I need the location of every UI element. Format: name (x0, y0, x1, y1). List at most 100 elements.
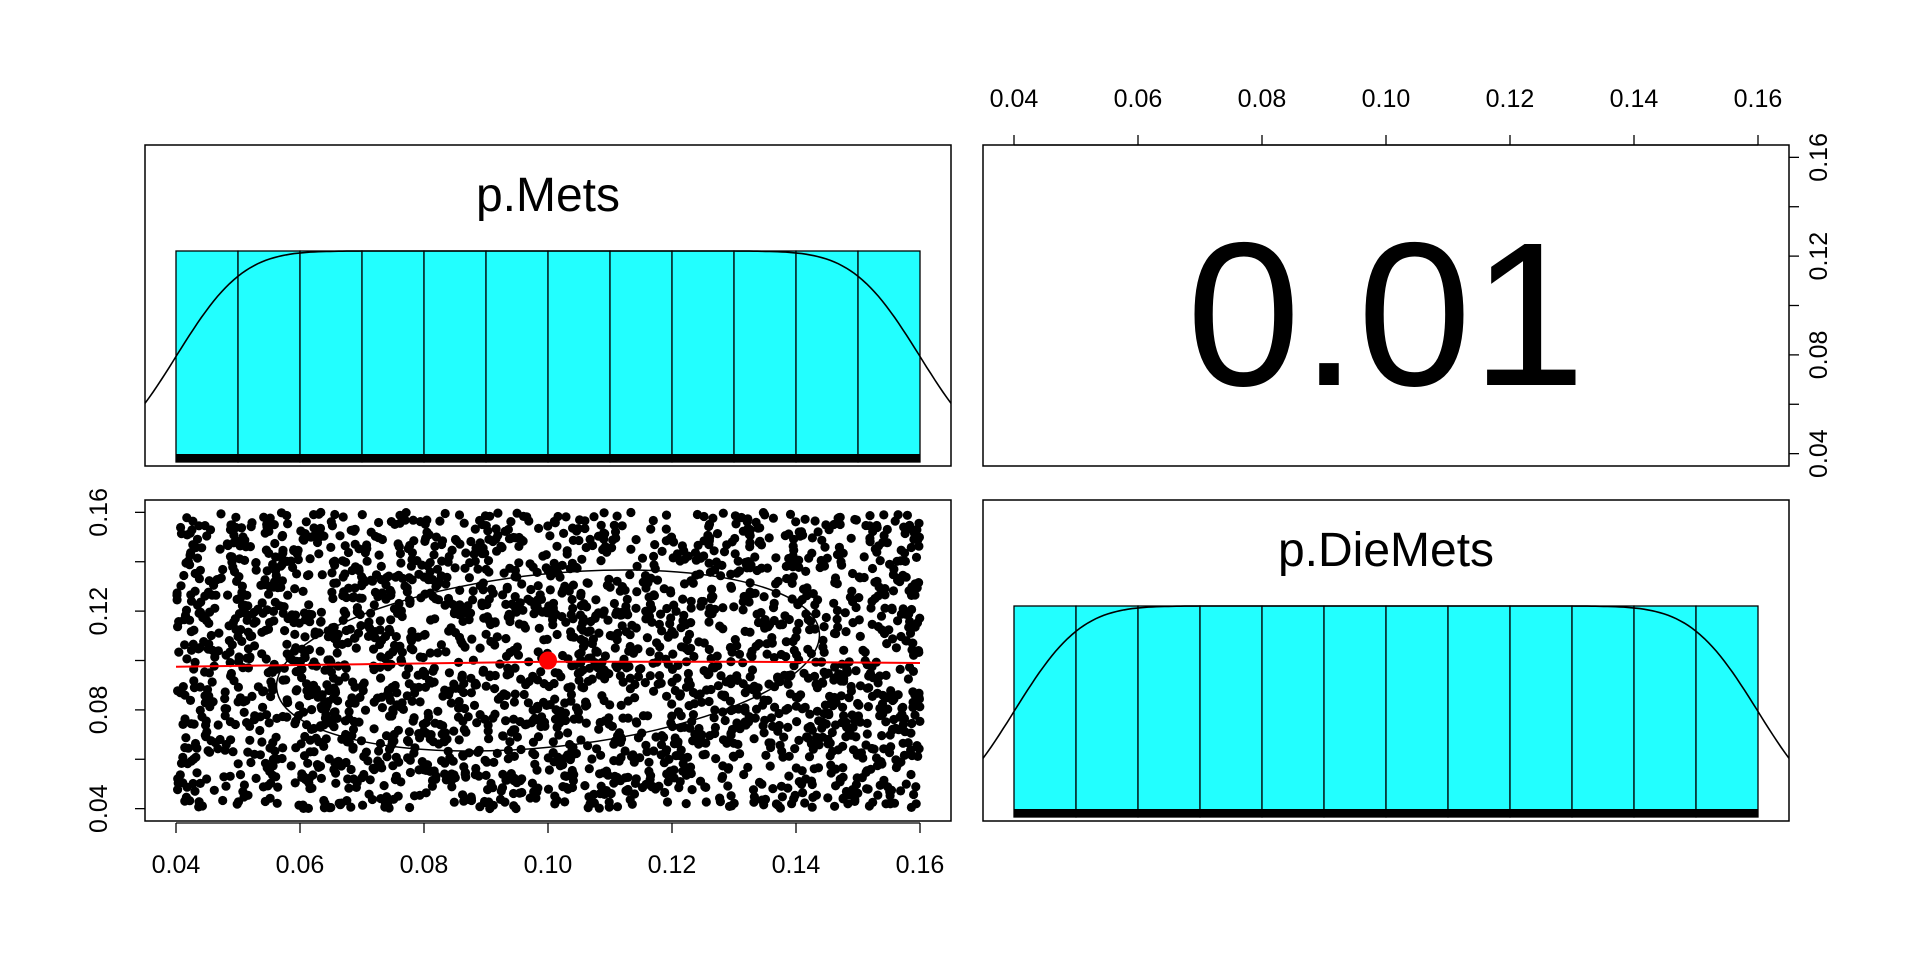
scatter-point (620, 746, 630, 756)
scatter-point (829, 519, 839, 530)
scatter-point (697, 596, 707, 607)
scatter-point (338, 591, 348, 601)
scatter-point (536, 667, 546, 677)
scatter-point (673, 737, 683, 747)
scatter-point (467, 634, 477, 644)
scatter-point (719, 547, 730, 557)
scatter-point (538, 697, 549, 708)
scatter-point (820, 700, 831, 710)
scatter-point (312, 537, 323, 548)
scatter-point (896, 757, 906, 767)
scatter-point (630, 679, 640, 690)
scatter-point (405, 802, 415, 813)
scatter-point (791, 763, 801, 773)
histogram-bar (733, 250, 797, 463)
scatter-point (632, 587, 642, 597)
scatter-point (887, 605, 897, 615)
scatter-point (213, 720, 223, 730)
scatter-point (304, 645, 314, 655)
scatter-point (340, 541, 350, 551)
scatter-point (875, 671, 885, 681)
scatter-point (834, 542, 845, 552)
scatter-point (331, 578, 341, 588)
scatter-point (220, 704, 230, 714)
scatter-point (718, 603, 728, 613)
scatter-point (309, 747, 319, 757)
scatter-point (609, 598, 620, 609)
scatter-point (630, 693, 640, 703)
scatter-point (324, 754, 334, 764)
scatter-point (294, 618, 304, 628)
scatter-point (173, 778, 183, 788)
scatter-point (662, 769, 672, 779)
scatter-point (688, 687, 699, 698)
scatter-point (181, 605, 192, 615)
scatter-point (807, 533, 818, 543)
scatter-point (422, 527, 432, 537)
scatter-point (331, 778, 341, 788)
scatter-point (688, 710, 699, 720)
scatter-point (773, 576, 783, 587)
scatter-point (610, 643, 620, 653)
scatter-point (877, 625, 887, 635)
scatter-point (580, 781, 590, 791)
scatter-point (475, 538, 485, 548)
scatter-point (396, 558, 406, 568)
scatter-point (667, 699, 677, 709)
scatter-point (358, 686, 368, 696)
scatter-point (781, 561, 791, 572)
scatter-point (643, 711, 653, 721)
scatter-point (216, 573, 226, 583)
scatter-point (242, 590, 252, 600)
scatter-point (224, 636, 234, 646)
scatter-point (235, 770, 246, 780)
scatter-point (747, 652, 757, 662)
scatter-point (309, 523, 319, 533)
scatter-point (393, 791, 403, 801)
scatter-point (616, 700, 626, 711)
scatter-point (756, 540, 767, 550)
scatter-point (403, 753, 413, 763)
scatter-point (560, 771, 570, 781)
scatter-point (279, 602, 289, 612)
scatter-point (726, 583, 737, 593)
scatter-point (758, 700, 768, 710)
scatter-point (676, 642, 687, 652)
scatter-point (881, 799, 891, 809)
scatter-point (478, 585, 488, 595)
scatter-point (862, 718, 872, 729)
scatter-point (840, 608, 850, 618)
scatter-point (459, 796, 469, 806)
scatter-point (790, 790, 800, 801)
scatter-point (861, 767, 871, 778)
scatter-point (322, 680, 332, 690)
scatter-point (342, 796, 352, 806)
scatter-point (247, 631, 257, 641)
scatter-point (641, 614, 651, 624)
scatter-point (433, 648, 443, 658)
scatter-point (881, 717, 891, 727)
scatter-point (482, 612, 492, 622)
scatter-point (864, 801, 875, 811)
scatter-point (594, 724, 604, 734)
scatter-point (449, 726, 459, 736)
scatter-point (815, 562, 825, 573)
scatter-point (545, 531, 555, 541)
scatter-point (910, 690, 920, 700)
scatter-point (700, 749, 710, 760)
scatter-point (409, 683, 419, 693)
scatter-point (637, 553, 648, 563)
scatter-point (530, 713, 540, 724)
scatter-point (626, 544, 636, 554)
scatter-point (198, 613, 208, 623)
scatter-point (307, 610, 317, 620)
scatter-point (270, 597, 280, 607)
scatter-point (555, 572, 565, 582)
scatter-point (268, 770, 278, 780)
scatter-point (377, 703, 387, 713)
histogram-bar (1385, 605, 1449, 818)
rug-marks (176, 454, 920, 462)
scatter-point (208, 697, 218, 707)
scatter-point (235, 693, 245, 703)
scatter-point (405, 767, 415, 778)
